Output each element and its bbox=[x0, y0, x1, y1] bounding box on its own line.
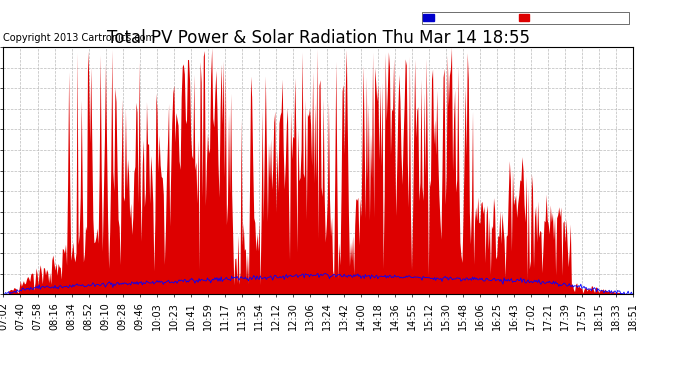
Legend: Radiation (W/m2), PV Panels (DC Watts): Radiation (W/m2), PV Panels (DC Watts) bbox=[422, 12, 629, 24]
Title: Total PV Power & Solar Radiation Thu Mar 14 18:55: Total PV Power & Solar Radiation Thu Mar… bbox=[107, 29, 530, 47]
Text: Copyright 2013 Cartronics.com: Copyright 2013 Cartronics.com bbox=[3, 33, 155, 43]
